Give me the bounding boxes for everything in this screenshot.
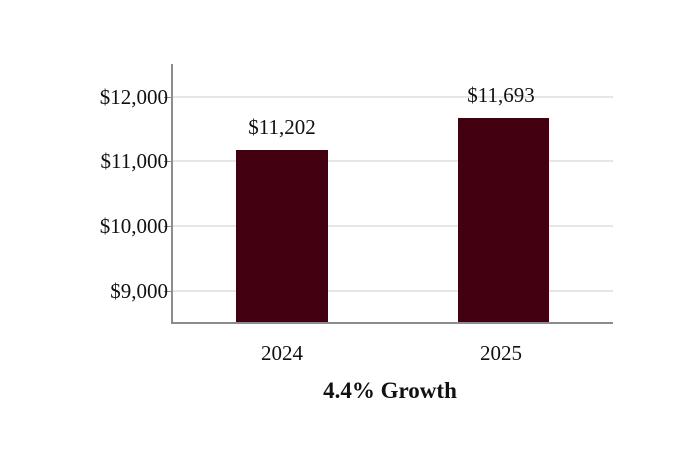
gridline-11000	[171, 160, 613, 162]
x-axis	[171, 322, 613, 324]
value-label-2025: $11,693	[467, 83, 535, 107]
y-tick-label: $12,000	[99, 85, 168, 109]
x-tick-label-2025: 2025	[480, 341, 522, 365]
y-tick-label: $10,000	[99, 214, 168, 238]
y-axis	[171, 64, 173, 324]
tick-9000	[164, 291, 172, 292]
chart-title: 4.4% Growth	[323, 378, 457, 403]
y-tick-label: $9,000	[110, 279, 168, 303]
bar-2025	[458, 118, 549, 323]
x-tick-label-2024: 2024	[261, 341, 303, 365]
tick-11000	[164, 161, 172, 162]
gridline-9000	[171, 290, 613, 292]
value-label-2024: $11,202	[248, 115, 316, 139]
y-tick-label: $11,000	[100, 149, 168, 173]
gridline-10000	[171, 225, 613, 227]
tick-10000	[164, 226, 172, 227]
gridline-12000	[171, 96, 613, 98]
bar-2024	[236, 150, 328, 323]
tick-12000	[164, 97, 172, 98]
